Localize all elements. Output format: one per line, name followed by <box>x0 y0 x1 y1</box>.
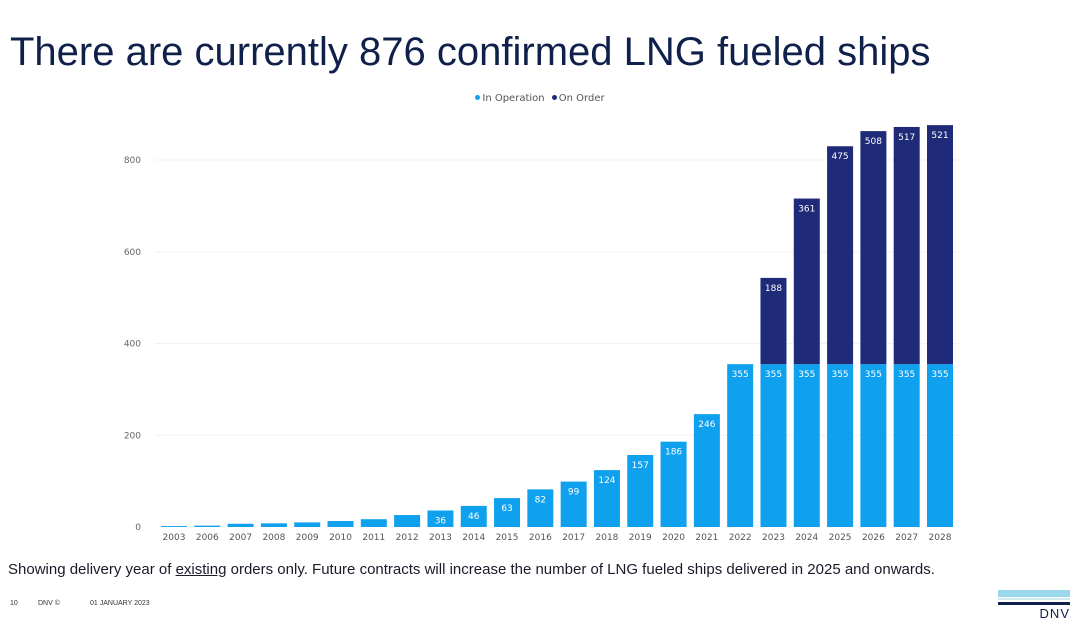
x-tick-label: 2007 <box>229 533 252 543</box>
data-label: 355 <box>898 370 915 380</box>
x-tick-label: 2021 <box>695 533 718 543</box>
y-tick-label: 600 <box>124 248 141 258</box>
x-tick-label: 2010 <box>329 533 352 543</box>
data-label: 475 <box>831 152 848 162</box>
x-tick-label: 2022 <box>729 533 752 543</box>
data-label: 188 <box>765 284 782 294</box>
bar-in-operation <box>860 364 887 527</box>
x-tick-label: 2020 <box>662 533 685 543</box>
data-label: 46 <box>468 512 480 522</box>
logo-text: DNV <box>1039 606 1070 621</box>
x-tick-label: 2011 <box>362 533 385 543</box>
bar-in-operation <box>260 523 287 527</box>
bar-on-order <box>760 277 787 365</box>
legend-on-order: On Order <box>551 93 605 104</box>
bar-on-order <box>827 146 854 365</box>
data-label: 361 <box>798 205 815 215</box>
bar-in-operation <box>294 522 321 527</box>
legend-label: On Order <box>558 93 605 104</box>
data-label: 355 <box>831 370 848 380</box>
bar-in-operation <box>360 519 387 527</box>
bar-on-order <box>793 198 820 365</box>
bar-in-operation <box>427 510 454 527</box>
legend-in-operation: In Operation <box>475 93 545 104</box>
data-label: 82 <box>535 495 546 505</box>
bar-in-operation <box>660 441 687 527</box>
bar-in-operation <box>927 364 953 527</box>
data-label: 36 <box>435 516 447 526</box>
data-label: 355 <box>931 370 948 380</box>
bar-in-operation <box>494 498 521 527</box>
bar-in-operation <box>760 364 787 527</box>
x-tick-label: 2023 <box>762 533 785 543</box>
x-tick-label: 2028 <box>929 533 952 543</box>
y-tick-label: 400 <box>124 340 141 350</box>
data-label: 355 <box>765 370 782 380</box>
y-tick-label: 0 <box>135 523 141 533</box>
bar-on-order <box>860 131 887 365</box>
note-underlined: existing <box>175 561 227 578</box>
data-label: 521 <box>931 131 948 141</box>
x-tick-label: 2017 <box>562 533 585 543</box>
data-label: 355 <box>798 370 815 380</box>
bar-in-operation <box>194 525 221 527</box>
data-label: 99 <box>568 488 580 498</box>
bar-chart: 0 200 400 600 800 2003 2006 2007 2008 2009 2010 201… <box>124 125 960 543</box>
bar-in-operation <box>527 489 554 527</box>
bar-in-operation <box>727 364 754 527</box>
x-tick-label: 2019 <box>629 533 652 543</box>
x-tick-label: 2016 <box>529 533 552 543</box>
data-label: 508 <box>865 137 882 147</box>
page-number: 10 <box>10 600 18 607</box>
x-tick-label: 2003 <box>163 533 186 543</box>
data-label: 124 <box>598 476 615 486</box>
bar-in-operation <box>460 505 487 527</box>
x-tick-label: 2008 <box>262 533 285 543</box>
bar-in-operation <box>227 523 254 527</box>
x-tick-label: 2025 <box>829 533 852 543</box>
legend-label: In Operation <box>482 93 545 104</box>
bar-in-operation <box>394 515 421 527</box>
x-tick-label: 2026 <box>862 533 885 543</box>
page-title: There are currently 876 confirmed LNG fu… <box>10 30 931 74</box>
note-text: orders only. Future contracts will incre… <box>226 561 935 578</box>
x-tick-label: 2009 <box>296 533 319 543</box>
note-text: Showing delivery year of <box>8 561 176 578</box>
x-tick-label: 2014 <box>462 533 485 543</box>
bar-in-operation <box>627 454 654 527</box>
data-label: 355 <box>732 370 749 380</box>
y-tick-label: 800 <box>124 156 141 166</box>
x-tick-label: 2013 <box>429 533 452 543</box>
x-tick-label: 2027 <box>895 533 918 543</box>
data-label: 246 <box>698 420 715 430</box>
dnv-logo: DNV <box>998 590 1070 621</box>
copyright: DNV © <box>38 600 60 607</box>
legend-swatch <box>551 95 557 100</box>
y-tick-label: 200 <box>124 431 141 441</box>
bar-in-operation <box>560 481 587 527</box>
x-tick-label: 2024 <box>795 533 818 543</box>
date: 01 JANUARY 2023 <box>90 600 150 607</box>
data-label: 63 <box>501 504 512 514</box>
data-label: 517 <box>898 133 915 143</box>
x-tick-label: 2018 <box>596 533 619 543</box>
bar-in-operation <box>793 364 820 527</box>
bar-in-operation <box>693 414 720 527</box>
bar-in-operation <box>327 521 354 527</box>
data-label: 186 <box>665 448 682 458</box>
legend-swatch <box>475 95 481 100</box>
data-label: 355 <box>865 370 882 380</box>
x-tick-label: 2012 <box>396 533 419 543</box>
footnote: Showing delivery year of existing orders… <box>8 561 935 578</box>
x-tick-label: 2015 <box>496 533 519 543</box>
bar-in-operation <box>893 364 920 527</box>
bar-in-operation <box>827 364 854 527</box>
bar-on-order <box>893 126 920 365</box>
bar-in-operation <box>161 526 187 527</box>
x-tick-label: 2006 <box>196 533 219 543</box>
chart-legend: In Operation On Order <box>0 93 1080 104</box>
data-label: 157 <box>632 461 649 471</box>
bar-on-order <box>927 125 953 365</box>
bar-in-operation <box>593 470 620 527</box>
